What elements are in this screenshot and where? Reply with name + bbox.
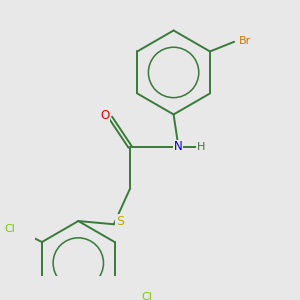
Text: N: N bbox=[174, 140, 183, 153]
Text: Cl: Cl bbox=[141, 292, 152, 300]
Text: Cl: Cl bbox=[5, 224, 16, 234]
Text: H: H bbox=[197, 142, 205, 152]
Text: O: O bbox=[100, 109, 110, 122]
Text: Br: Br bbox=[238, 36, 250, 46]
Text: S: S bbox=[116, 214, 124, 227]
